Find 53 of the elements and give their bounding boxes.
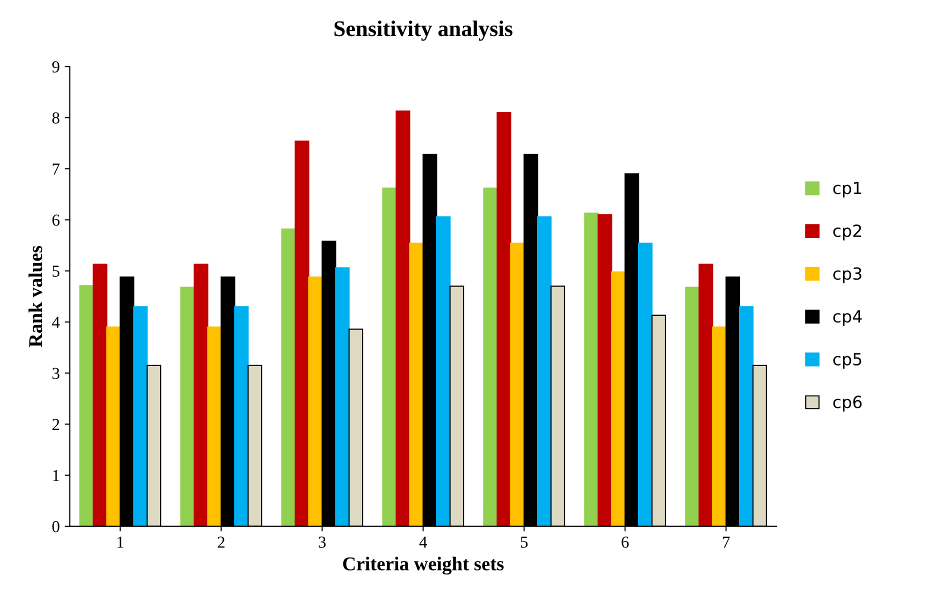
bar (436, 216, 451, 526)
y-tick-label: 3 (52, 368, 60, 380)
legend-label: cp4 (833, 310, 862, 326)
bar (396, 110, 410, 526)
x-tick-label: 6 (622, 536, 629, 548)
bar (335, 267, 350, 526)
bar (483, 188, 498, 526)
y-tick-label: 9 (52, 61, 60, 72)
y-tick-label: 1 (53, 470, 60, 482)
legend-label: cp5 (833, 353, 862, 369)
bar (308, 276, 323, 526)
bar (537, 216, 552, 526)
legend-label: cp1 (833, 182, 862, 198)
y-tick-label: 7 (52, 164, 60, 175)
y-axis-title: Rank values (28, 246, 42, 348)
bar (294, 140, 310, 526)
y-tick-label: 8 (52, 112, 60, 124)
bar (409, 242, 424, 526)
bar (598, 214, 612, 526)
bar (685, 286, 700, 526)
legend-label: cp3 (833, 267, 862, 284)
bar (207, 326, 222, 526)
bar (281, 228, 296, 526)
y-tick-label: 6 (52, 214, 60, 226)
x-tick-label: 1 (118, 536, 124, 548)
bar (194, 264, 208, 526)
bar (510, 242, 525, 526)
bar (382, 188, 397, 526)
y-tick-label: 0 (52, 521, 60, 532)
bar (79, 285, 94, 526)
bar (106, 326, 121, 526)
legend-label: cp6 (833, 396, 862, 412)
bar (234, 306, 249, 526)
bar (738, 306, 754, 526)
bar (584, 212, 599, 526)
legend-label: cp2 (833, 224, 862, 240)
x-tick-label: 4 (419, 536, 428, 548)
x-tick-label: 5 (520, 536, 528, 548)
bar (712, 326, 727, 526)
bar (496, 112, 512, 526)
x-tick-label: 2 (218, 536, 224, 548)
y-tick-label: 2 (52, 418, 60, 430)
x-tick-label: 7 (722, 536, 730, 548)
y-tick-label: 4 (52, 316, 60, 328)
bar (92, 264, 108, 526)
y-tick-label: 5 (52, 266, 60, 277)
x-tick-label: 3 (318, 536, 326, 548)
bar (611, 271, 626, 526)
chart-title: Sensitivity analysis (334, 20, 512, 41)
bar (638, 242, 653, 526)
x-axis-title: Criteria weight sets (343, 556, 504, 575)
bar (698, 264, 714, 526)
bar (133, 306, 148, 526)
